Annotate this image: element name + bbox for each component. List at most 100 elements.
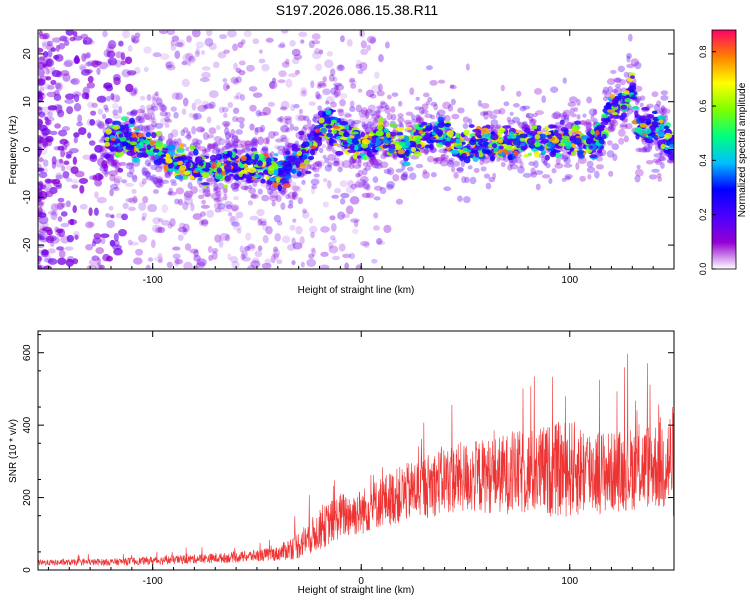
- spectrogram-ridge-blob: [179, 164, 187, 171]
- spectrogram-haze-blob: [543, 159, 548, 165]
- spectrogram-noise-blob: [124, 182, 134, 187]
- spectrogram-haze-blob: [579, 175, 586, 182]
- spectrogram-noise-blob: [47, 111, 54, 118]
- spectrogram-ridge-blob: [635, 134, 640, 140]
- spectrogram-ridge-blob: [638, 129, 644, 136]
- spectrogram-noise-blob: [216, 124, 221, 131]
- spectrogram-haze-blob: [333, 90, 340, 99]
- spectrogram-ridge-blob: [526, 137, 536, 145]
- spectrogram-noise-blob: [62, 170, 70, 179]
- spectrogram-ridge-blob: [563, 132, 569, 137]
- spectrogram-ridge-blob: [215, 153, 223, 161]
- spectrogram-haze-blob: [554, 162, 564, 169]
- spectrogram-haze-blob: [337, 166, 343, 173]
- spectrogram-noise-blob: [121, 213, 129, 221]
- spectrogram-ridge-blob: [539, 140, 549, 144]
- spectrogram-haze-blob: [324, 164, 333, 172]
- spectrogram-ridge-blob: [497, 138, 504, 144]
- spectrogram-haze-blob: [551, 112, 560, 120]
- spectrogram-noise-blob: [38, 231, 45, 238]
- spectrogram-noise-blob: [66, 256, 75, 263]
- spectrogram-noise-blob: [262, 106, 272, 116]
- spectrogram-noise-blob: [138, 202, 147, 211]
- spectrogram-noise-blob: [384, 41, 390, 49]
- spectrogram-haze-blob: [461, 176, 467, 184]
- spectrogram-noise-blob: [191, 125, 197, 135]
- spectrogram-haze-blob: [564, 174, 573, 179]
- spectrogram-noise-blob: [167, 223, 173, 229]
- spectrogram-haze-blob: [164, 169, 171, 178]
- spectrogram-noise-blob: [110, 214, 115, 219]
- spectrogram-ridge-blob: [480, 127, 490, 135]
- spectrogram-ridge-blob: [523, 153, 529, 158]
- spectrogram-haze-blob: [646, 103, 654, 109]
- spectrogram-noise-blob: [211, 142, 219, 151]
- spectrogram-ridge-blob: [128, 124, 135, 128]
- spectrogram-haze-blob: [156, 178, 163, 184]
- spectrogram-noise-blob: [169, 218, 176, 227]
- spectrogram-ridge-blob: [152, 148, 160, 153]
- spectrogram-ridge-blob: [619, 114, 626, 121]
- spectrogram-ridge-blob: [527, 152, 532, 156]
- spectrogram-noise-blob: [96, 196, 107, 204]
- spectrogram-haze-blob: [390, 113, 397, 121]
- spectrogram-noise-blob: [115, 95, 121, 102]
- spectrogram-ridge-blob: [194, 167, 202, 171]
- spectrogram-noise-blob: [152, 52, 162, 58]
- spectrogram-ytick-label: 20: [22, 48, 33, 60]
- spectrogram-noise-blob: [160, 117, 167, 126]
- spectrogram-haze-blob: [379, 102, 388, 108]
- spectrogram-haze-blob: [534, 170, 544, 175]
- spectrogram-haze-blob: [514, 157, 522, 164]
- spectrogram-noise-blob: [345, 205, 354, 215]
- spectrogram-haze-blob: [138, 117, 146, 124]
- spectrogram-noise-blob: [362, 242, 370, 248]
- spectrogram-noise-blob: [350, 218, 360, 223]
- spectrogram-haze-blob: [371, 160, 380, 169]
- spectrogram-ridge-blob: [284, 163, 293, 171]
- spectrogram-noise-blob: [249, 215, 260, 221]
- spectrogram-haze-blob: [660, 162, 665, 169]
- spectrogram-noise-blob: [77, 114, 83, 123]
- figure-title: S197.2026.086.15.38.R11: [276, 2, 439, 18]
- spectrogram-haze-blob: [485, 110, 494, 116]
- spectrogram-ridge-blob: [502, 125, 511, 129]
- spectrogram-haze-blob: [349, 157, 356, 165]
- spectrogram-ridge-blob: [529, 143, 536, 149]
- spectrogram-ridge-blob: [398, 141, 407, 147]
- spectrogram-noise-blob: [58, 42, 66, 50]
- spectrogram-noise-blob: [339, 180, 349, 188]
- spectrogram-noise-blob: [308, 253, 315, 259]
- spectrogram-ridge-blob: [446, 136, 451, 142]
- spectrogram-noise-blob: [331, 194, 339, 199]
- spectrogram-noise-blob: [347, 180, 354, 188]
- spectrogram-noise-blob: [145, 264, 151, 269]
- spectrogram-haze-blob: [164, 118, 173, 124]
- spectrogram-ridge-blob: [361, 139, 371, 145]
- spectrogram-noise-blob: [349, 196, 360, 205]
- spectrogram-noise-blob: [129, 166, 135, 175]
- spectrogram-noise-blob: [289, 224, 296, 231]
- spectrogram-noise-blob: [224, 200, 233, 208]
- spectrogram-haze-blob: [503, 101, 510, 107]
- spectrogram-haze-blob: [156, 183, 163, 189]
- spectrogram-noise-blob: [208, 254, 214, 262]
- spectrogram-noise-blob: [42, 141, 49, 147]
- spectrogram-noise-blob: [199, 219, 204, 226]
- spectrogram-noise-blob: [47, 258, 58, 265]
- spectrogram-haze-blob: [200, 220, 209, 225]
- spectrogram-noise-blob: [50, 47, 57, 52]
- spectrogram-ridge-blob: [395, 126, 405, 132]
- spectrogram-ridge-blob: [236, 167, 242, 172]
- spectrogram-noise-blob: [164, 172, 172, 179]
- spectrogram-noise-blob: [322, 177, 328, 183]
- spectrogram-haze-blob: [350, 183, 358, 190]
- spectrogram-noise-blob: [188, 55, 196, 63]
- spectrogram-noise-blob: [101, 160, 108, 169]
- spectrogram-noise-blob: [167, 191, 177, 196]
- spectrogram-noise-blob: [221, 120, 231, 127]
- spectrogram-noise-blob: [125, 56, 133, 65]
- spectrogram-ridge-blob: [354, 133, 362, 139]
- spectrogram-haze-blob: [657, 176, 662, 182]
